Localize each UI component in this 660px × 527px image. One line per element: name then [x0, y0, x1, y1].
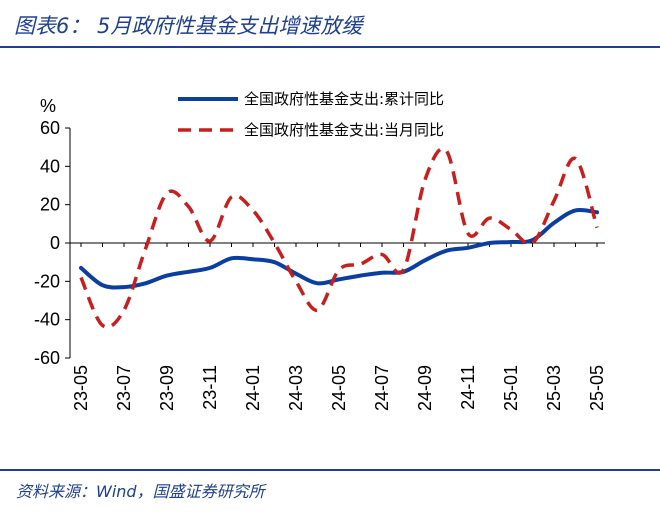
y-tick-label: 40: [40, 156, 60, 176]
x-tick-label: 25-01: [501, 365, 521, 411]
y-tick-label: -20: [34, 271, 60, 291]
title-rule: [0, 46, 660, 48]
x-tick-label: 23-07: [114, 365, 134, 411]
x-tick-label: 24-05: [329, 365, 349, 411]
series-monthly-yoy-line: [79, 147, 599, 329]
x-tick-label: 24-01: [243, 365, 263, 411]
x-tick-label: 25-03: [544, 365, 564, 411]
x-tick-label: 24-11: [458, 365, 478, 410]
chart-series: [79, 147, 599, 329]
y-tick-label: 60: [40, 118, 60, 138]
x-tick-label: 24-07: [372, 365, 392, 411]
y-tick-label: 0: [50, 233, 60, 253]
x-tick-label: 23-09: [157, 365, 177, 411]
x-tick-label: 23-05: [71, 365, 91, 411]
source-rule: [0, 469, 660, 471]
y-tick-label: 20: [40, 195, 60, 215]
chart-axes: 60 40 20 0 -20 -40 -60% 23-05 23-07 23-09 23-11 24-…: [34, 96, 607, 411]
figure-title: 图表6： 5月政府性基金支出增速放缓: [14, 14, 363, 38]
source-note: 资料来源：Wind，国盛证券研究所: [16, 482, 265, 501]
x-tick-label: 24-03: [286, 365, 306, 411]
x-tick-label: 23-11: [200, 365, 220, 410]
x-tick-label: 25-05: [587, 365, 607, 411]
legend-label-monthly: 全国政府性基金支出:当月同比: [244, 121, 444, 139]
legend-label-cumulative: 全国政府性基金支出:累计同比: [244, 90, 444, 108]
y-tick-label: -40: [34, 310, 60, 330]
series-cumulative-yoy-line: [79, 207, 599, 290]
y-axis-unit: %: [40, 96, 56, 116]
y-tick-label: -60: [34, 348, 60, 368]
x-tick-label: 24-09: [415, 365, 435, 411]
